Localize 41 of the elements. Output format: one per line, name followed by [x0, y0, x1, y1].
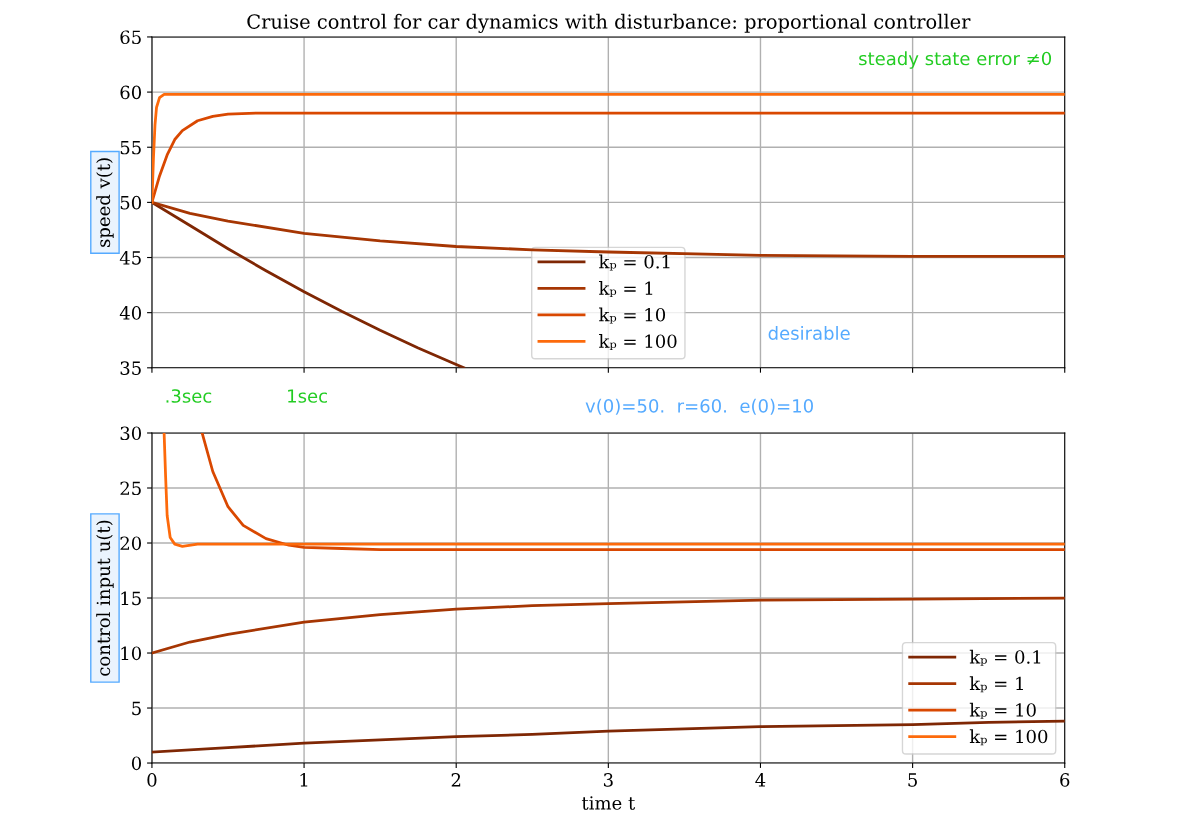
y-tick-label: 60: [120, 85, 142, 100]
x-tick-label: 2: [451, 773, 461, 787]
legend-label: kₚ = 100: [969, 729, 1048, 746]
annotation: desirable: [768, 325, 850, 340]
x-tick-label: 1: [300, 773, 308, 787]
x-tick-label: 3: [603, 773, 613, 787]
y-tick-label: 35: [120, 361, 141, 375]
y-tick-label: 30: [120, 426, 142, 441]
line-series: [151, 92, 1065, 204]
y-tick-label: 25: [120, 481, 141, 496]
y-tick-label: 15: [121, 591, 141, 606]
y-tick-label: 5: [132, 701, 141, 716]
legend-label: kₚ = 0.1: [599, 254, 670, 271]
y-tick-label: 40: [119, 306, 142, 320]
y-tick-label: 50: [120, 195, 142, 210]
y-axis-title: speed v(t): [96, 158, 114, 247]
text: v(0)=50. r=60. e(0)=10: [585, 398, 813, 415]
legend-label: kₚ = 100: [599, 334, 677, 350]
x-tick-label: 6: [1060, 773, 1070, 787]
y-tick-label: 10: [121, 646, 142, 661]
annotation: steady state error ≠0: [859, 51, 1052, 69]
y-tick-label: 20: [120, 536, 142, 551]
text: .3sec: [166, 389, 212, 403]
line-series: [151, 719, 1065, 754]
x-tick-label: 4: [755, 773, 766, 787]
legend-label: kₚ = 10: [969, 702, 1036, 719]
x-axis-title: time t: [581, 796, 636, 810]
text: 1sec: [288, 389, 327, 403]
y-tick-label: 45: [119, 250, 141, 265]
legend-label: kₚ = 0.1: [969, 649, 1041, 666]
chart-title: Cruise control for car dynamics with disturbance: proportional controller: [247, 13, 971, 33]
line-series: [151, 111, 1065, 204]
legend-label: kₚ = 10: [599, 307, 666, 324]
legend-label: kₚ = 1: [599, 281, 653, 297]
legend-label: kₚ = 1: [969, 676, 1023, 693]
y-axis-title: control input u(t): [96, 520, 114, 676]
x-tick-label: 5: [908, 773, 917, 787]
y-tick-label: 0: [131, 756, 142, 771]
y-tick-label: 55: [120, 140, 141, 155]
x-tick-label: 0: [147, 773, 157, 787]
y-tick-label: 65: [120, 30, 141, 45]
